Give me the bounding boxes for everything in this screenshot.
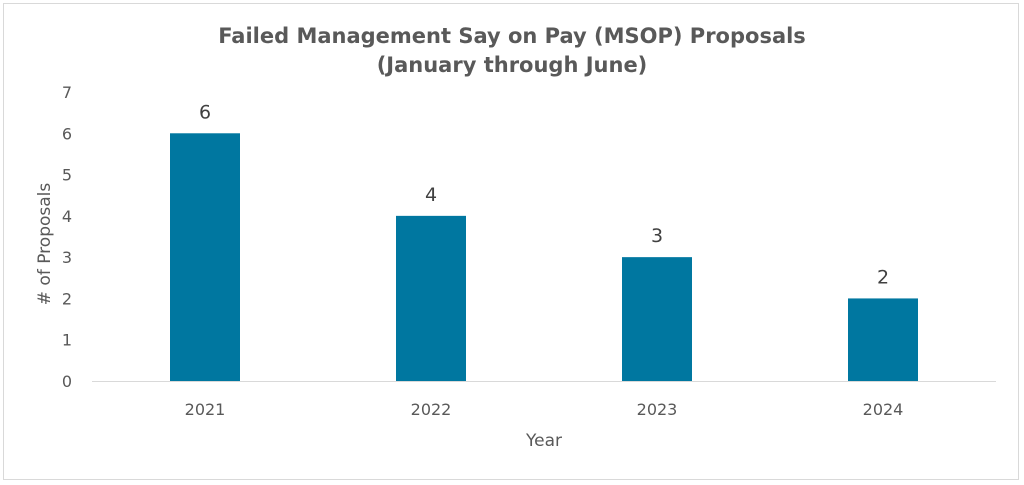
bars — [170, 133, 918, 381]
y-tick-label: 5 — [62, 166, 72, 185]
bar-value-label: 3 — [651, 225, 663, 247]
bar-value-label: 6 — [199, 101, 211, 123]
x-tick-label: 2024 — [863, 400, 904, 419]
y-tick-label: 2 — [62, 289, 72, 308]
bar-value-label: 4 — [425, 184, 437, 206]
x-tick-label: 2021 — [185, 400, 226, 419]
y-tick-label: 4 — [62, 207, 72, 226]
y-axis-title: # of Proposals — [35, 183, 55, 306]
data-labels: 6 4 3 2 — [199, 101, 889, 288]
y-tick-label: 1 — [62, 331, 72, 350]
bar — [622, 257, 692, 381]
x-axis-title: Year — [525, 431, 562, 451]
bar — [396, 215, 466, 381]
y-axis-ticks: 0 1 2 3 4 5 6 7 — [62, 83, 72, 391]
x-tick-label: 2022 — [411, 400, 452, 419]
chart-subtitle: (January through June) — [376, 53, 648, 77]
bar — [170, 133, 240, 381]
x-axis-categories: 2021 2022 2023 2024 — [185, 400, 904, 419]
chart-title-block: Failed Management Say on Pay (MSOP) Prop… — [0, 22, 1024, 80]
x-tick-label: 2023 — [637, 400, 678, 419]
bar-value-label: 2 — [877, 266, 889, 288]
y-tick-label: 7 — [62, 83, 72, 102]
y-tick-label: 3 — [62, 248, 72, 267]
y-tick-label: 6 — [62, 124, 72, 143]
bar — [848, 298, 918, 381]
y-tick-label: 0 — [62, 372, 72, 391]
chart-title: Failed Management Say on Pay (MSOP) Prop… — [218, 24, 806, 48]
